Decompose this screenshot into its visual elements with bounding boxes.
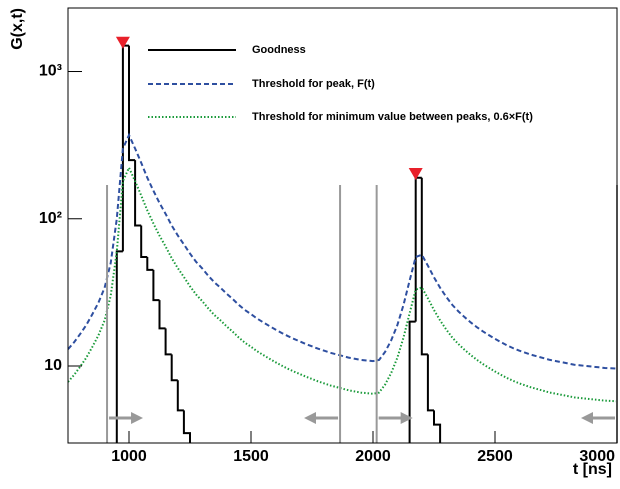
threshold-line: [68, 132, 617, 370]
y-tick-label: 10²: [39, 210, 62, 227]
goodness-bin: [128, 45, 136, 162]
y-axis-label: G(x,t): [9, 8, 26, 50]
goodness-bin: [420, 177, 428, 356]
y-tick-label: 10: [44, 357, 62, 374]
goodness-bin: [115, 250, 123, 443]
goodness-bin: [134, 160, 142, 227]
threshold-line: [68, 165, 617, 403]
goodness-bin: [140, 225, 148, 258]
legend-label: Threshold for peak, F(t): [252, 78, 375, 90]
goodness-bin: [146, 256, 154, 271]
x-tick-label: 2000: [355, 448, 391, 465]
legend-label: Goodness: [252, 44, 306, 56]
goodness-bin: [152, 269, 160, 302]
x-tick-label: 3000: [579, 448, 615, 465]
goodness-bin: [426, 354, 434, 412]
goodness-bin: [176, 380, 184, 412]
plot-frame: [67, 7, 618, 444]
x-tick-label: 1500: [233, 448, 269, 465]
x-tick-label: 2500: [477, 448, 513, 465]
goodness-bin: [170, 354, 178, 382]
peak-marker: [115, 36, 130, 49]
goodness-bin: [158, 300, 166, 330]
goodness-bin: [433, 410, 442, 443]
legend-label: Threshold for minimum value between peak…: [252, 111, 533, 123]
x-axis-label: t [ns]: [573, 461, 612, 478]
peak-marker: [408, 168, 423, 181]
goodness-bin: [182, 410, 191, 443]
y-tick-label: 10³: [39, 63, 62, 80]
x-tick-label: 1000: [111, 448, 147, 465]
goodness-bin: [164, 328, 172, 356]
plot-area: [68, 44, 617, 443]
goodness-bin: [408, 320, 416, 443]
